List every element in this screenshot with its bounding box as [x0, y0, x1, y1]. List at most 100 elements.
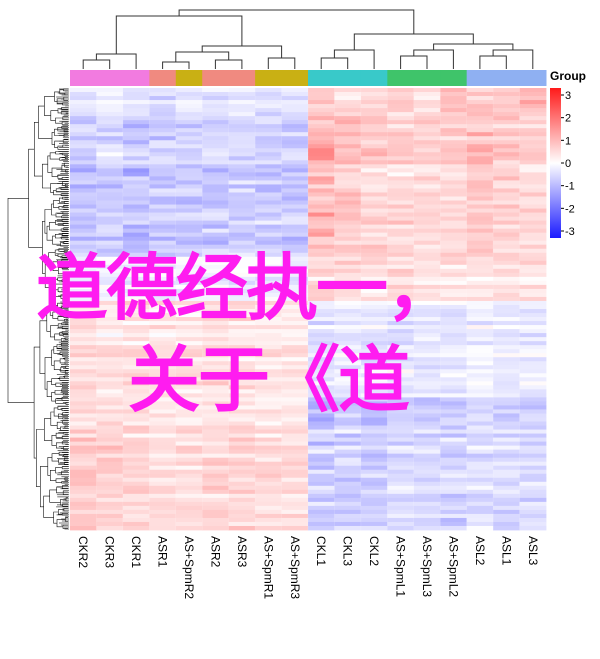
heatmap-cell — [70, 112, 97, 117]
heatmap-cell — [255, 192, 282, 197]
heatmap-cell — [360, 485, 388, 491]
heatmap-cell — [413, 377, 441, 382]
heatmap-cell — [440, 509, 468, 515]
heatmap-cell — [175, 381, 203, 386]
heatmap-cell — [202, 296, 230, 302]
heatmap-cell — [308, 525, 335, 531]
heatmap-cell — [413, 260, 441, 266]
heatmap-cell — [96, 397, 124, 402]
heatmap-cell — [360, 132, 388, 137]
heatmap-cell — [519, 521, 547, 527]
heatmap-cell — [149, 477, 177, 483]
heatmap-cell — [308, 120, 335, 125]
heatmap-cell — [122, 481, 150, 487]
heatmap-cell — [122, 280, 150, 286]
heatmap-cell — [334, 304, 362, 310]
heatmap-cell — [122, 333, 150, 338]
heatmap-cell — [255, 401, 282, 406]
heatmap-cell — [387, 333, 415, 338]
heatmap-cell — [360, 164, 388, 169]
heatmap-cell — [334, 176, 362, 181]
heatmap-cell — [308, 256, 335, 262]
heatmap-cell — [519, 260, 547, 266]
heatmap-cell — [466, 292, 494, 298]
heatmap-cell — [255, 256, 282, 262]
heatmap-cell — [466, 373, 494, 378]
heatmap-cell — [202, 429, 230, 434]
heatmap-cell — [122, 457, 150, 463]
heatmap-cell — [493, 433, 520, 438]
heatmap-cell — [228, 144, 256, 149]
heatmap-cell — [228, 361, 256, 366]
heatmap-cell — [387, 296, 415, 302]
heatmap-cell — [281, 409, 309, 414]
heatmap-cell — [493, 505, 520, 511]
heatmap-cell — [255, 244, 282, 250]
heatmap-cell — [255, 409, 282, 414]
heatmap-cell — [440, 224, 468, 230]
heatmap-cell — [255, 92, 282, 97]
heatmap-cell — [149, 425, 177, 430]
heatmap-cell — [255, 116, 282, 121]
heatmap-cell — [387, 204, 415, 209]
heatmap-cell — [70, 341, 97, 346]
heatmap-cell — [413, 509, 441, 515]
heatmap-cell — [202, 321, 230, 326]
heatmap-cell — [202, 357, 230, 362]
heatmap-cell — [360, 417, 388, 422]
heatmap-cell — [255, 184, 282, 189]
heatmap-cell — [255, 180, 282, 185]
heatmap-cell — [413, 453, 441, 459]
heatmap-cell — [493, 300, 520, 306]
heatmap-cell — [175, 148, 203, 153]
heatmap-cell — [202, 401, 230, 406]
heatmap-cell — [466, 240, 494, 246]
heatmap-cell — [255, 429, 282, 434]
heatmap-cell — [360, 437, 388, 442]
heatmap-cell — [493, 489, 520, 495]
heatmap-cell — [175, 509, 203, 515]
heatmap-cell — [228, 393, 256, 398]
heatmap-cell — [70, 465, 97, 471]
heatmap-cell — [228, 449, 256, 455]
heatmap-cell — [202, 365, 230, 370]
colorbar-tick-label: -1 — [565, 181, 575, 193]
heatmap-cell — [122, 252, 150, 258]
heatmap-cell — [175, 337, 203, 342]
heatmap-cell — [202, 397, 230, 402]
heatmap-cell — [519, 248, 547, 254]
heatmap-cell — [202, 521, 230, 527]
heatmap-cell — [440, 329, 468, 334]
heatmap-cell — [281, 224, 309, 230]
heatmap-cell — [70, 445, 97, 451]
heatmap-cell — [413, 136, 441, 141]
heatmap-cell — [360, 317, 388, 322]
heatmap-cell — [387, 184, 415, 189]
heatmap-cell — [413, 333, 441, 338]
heatmap-cell — [175, 272, 203, 278]
heatmap-cell — [440, 465, 468, 471]
heatmap-cell — [202, 96, 230, 101]
heatmap-cell — [440, 501, 468, 507]
heatmap-cell — [334, 196, 362, 201]
heatmap-cell — [360, 309, 388, 314]
heatmap-cell — [334, 200, 362, 205]
heatmap-cell — [440, 417, 468, 422]
heatmap-cell — [466, 441, 494, 447]
heatmap-cell — [149, 489, 177, 495]
heatmap-cell — [493, 361, 520, 366]
heatmap-cell — [387, 393, 415, 398]
heatmap-cell — [149, 152, 177, 157]
heatmap-cell — [96, 317, 124, 322]
heatmap-cell — [308, 292, 335, 298]
heatmap-cell — [440, 517, 468, 523]
heatmap-cell — [334, 280, 362, 286]
heatmap-cell — [493, 296, 520, 302]
heatmap-cell — [70, 256, 97, 262]
heatmap-cell — [440, 333, 468, 338]
heatmap-cell — [440, 160, 468, 165]
heatmap-cell — [466, 136, 494, 141]
heatmap-cell — [175, 361, 203, 366]
heatmap-cell — [519, 220, 547, 226]
heatmap-cell — [149, 256, 177, 262]
